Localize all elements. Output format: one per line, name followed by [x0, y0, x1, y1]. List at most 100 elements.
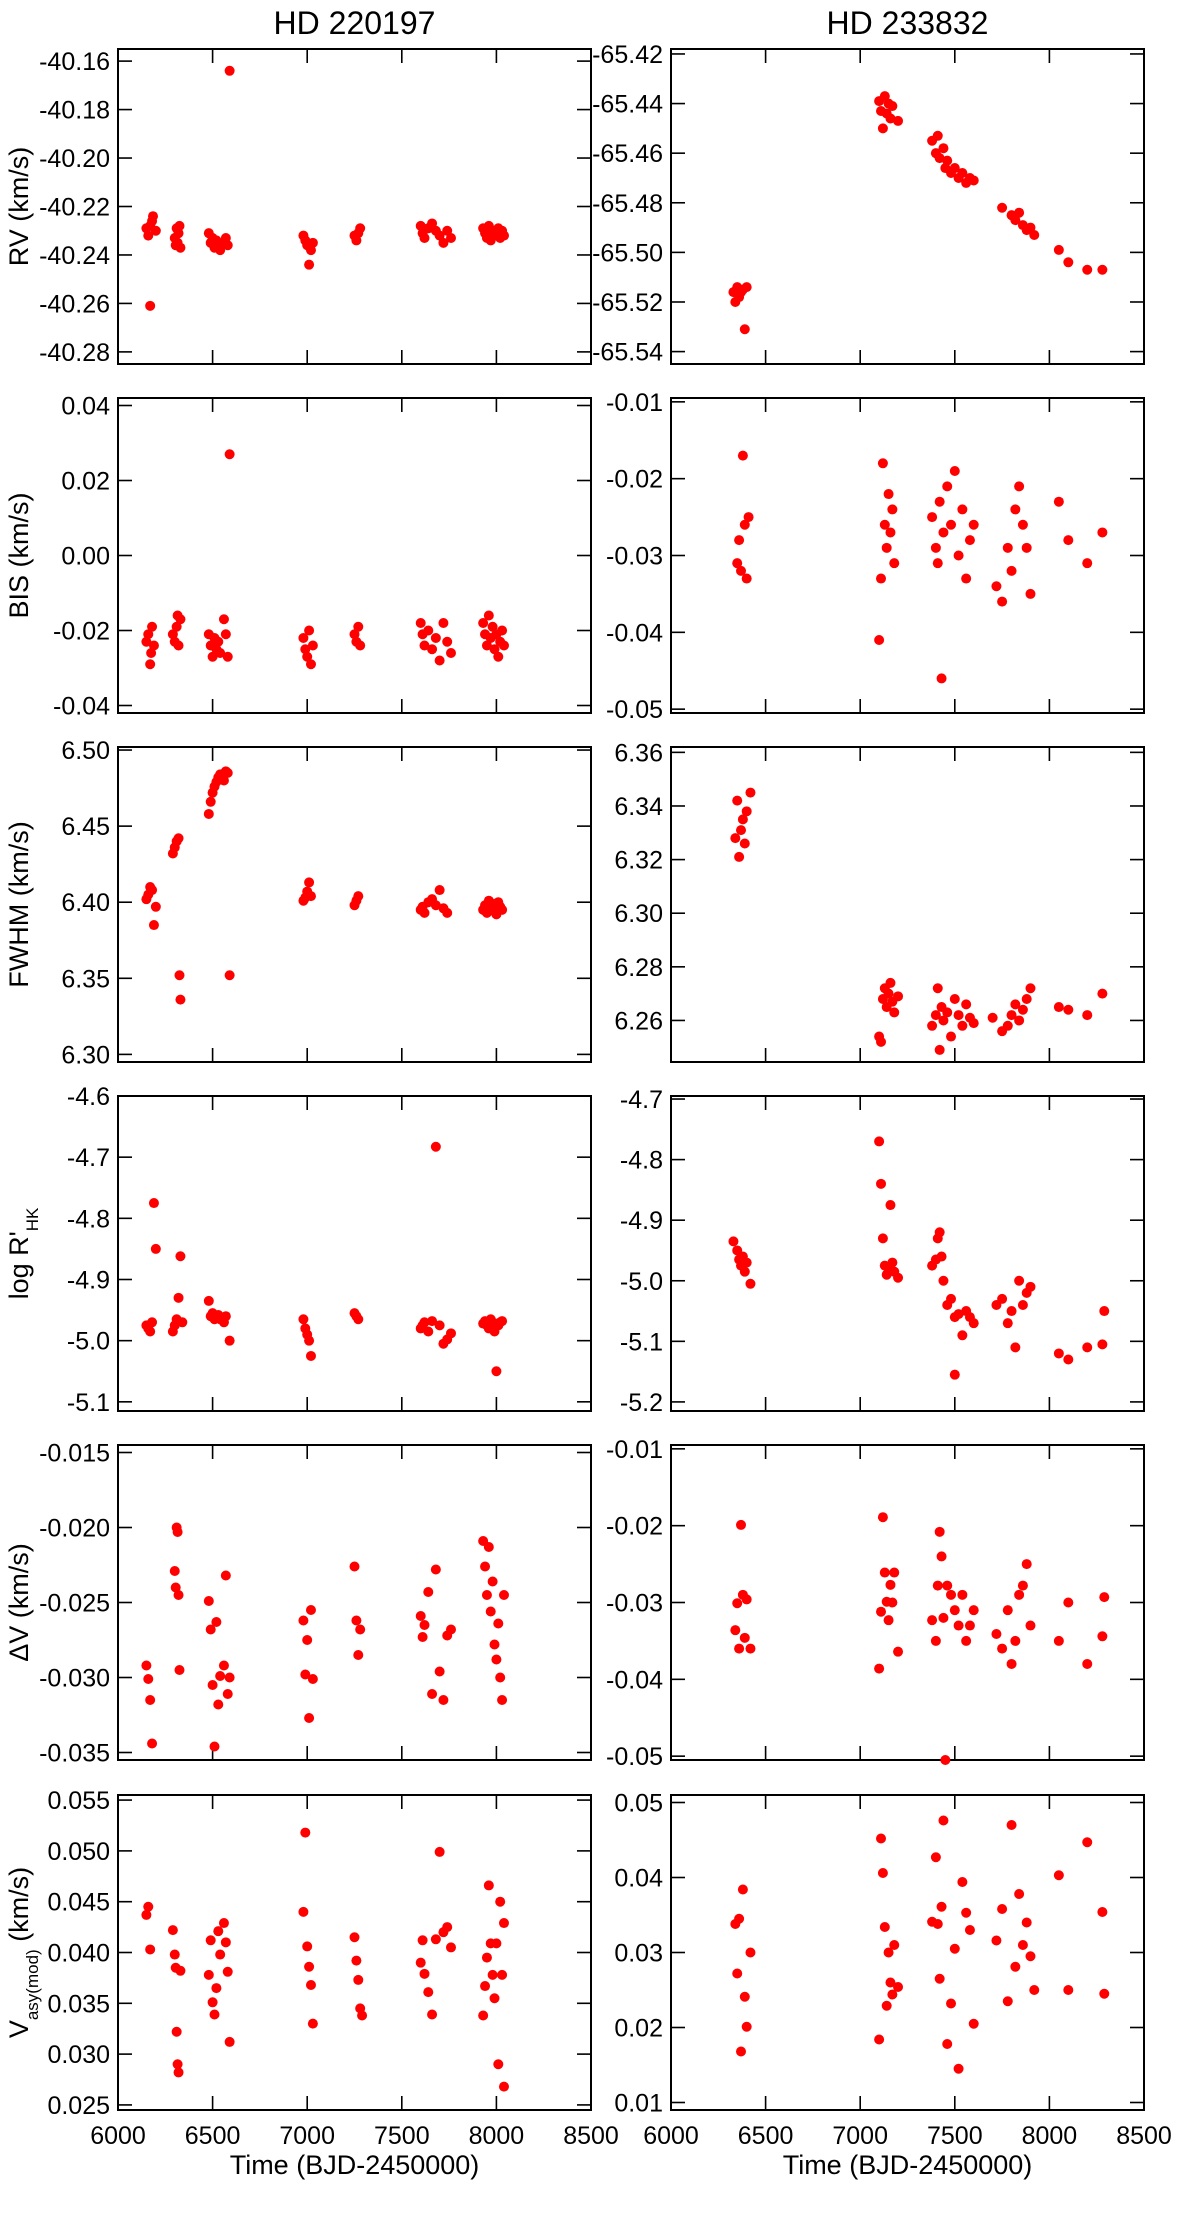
data-point	[171, 621, 182, 632]
data-point	[879, 519, 890, 530]
data-point	[942, 2039, 953, 2049]
data-point	[946, 519, 957, 530]
data-point	[927, 512, 938, 523]
data-point	[171, 2026, 182, 2037]
data-point	[883, 1615, 894, 1626]
data-point	[885, 1977, 896, 1988]
data-point	[489, 644, 500, 655]
data-point	[885, 113, 896, 124]
data-point	[497, 1695, 508, 1705]
data-point	[302, 1635, 313, 1645]
data-point	[430, 900, 441, 911]
data-point	[1063, 1597, 1074, 1608]
y-tick-label: -65.54	[592, 339, 663, 367]
data-point	[478, 618, 489, 628]
data-point	[949, 465, 960, 476]
data-point	[434, 655, 445, 666]
panel-0-0: -40.16 -40.18 -40.20 -40.22 -40.24 -40.26 -40.…	[4, 5, 592, 367]
data-point	[218, 1918, 229, 1929]
x-axis-label: Time (BJD-2450000)	[230, 2150, 480, 2180]
data-point	[1025, 1951, 1036, 1962]
data-point	[209, 2009, 220, 2020]
data-point	[298, 1314, 309, 1325]
data-point	[224, 449, 235, 460]
data-point	[427, 1689, 438, 1699]
x-tick-label: 7000	[279, 2122, 335, 2150]
data-point	[430, 633, 441, 643]
x-tick-label: 6000	[90, 2122, 146, 2150]
data-point	[415, 1957, 426, 1968]
y-tick-label: -0.020	[39, 1515, 110, 1543]
data-point	[997, 1904, 1008, 1914]
data-point	[893, 991, 904, 1002]
data-point	[934, 1973, 945, 1984]
data-point	[175, 1251, 186, 1262]
data-point	[300, 644, 311, 655]
data-point	[427, 1316, 438, 1327]
data-point	[438, 1695, 449, 1705]
data-point	[150, 901, 161, 912]
data-point	[949, 1943, 960, 1954]
y-tick-label: -0.01	[606, 1436, 663, 1464]
data-point	[1021, 994, 1032, 1004]
data-point	[961, 999, 972, 1010]
data-point	[215, 1671, 226, 1681]
data-point	[298, 1906, 309, 1917]
data-point	[434, 885, 445, 896]
data-point	[427, 644, 438, 655]
data-point	[957, 168, 968, 179]
y-tick-label: -65.44	[592, 91, 663, 119]
data-point	[964, 1620, 975, 1631]
y-tick-label: -65.48	[592, 190, 663, 218]
data-point	[169, 1949, 180, 1960]
data-point	[887, 1989, 898, 2000]
y-tick-label: 6.40	[61, 889, 110, 917]
data-point	[205, 1935, 216, 1946]
data-point	[741, 282, 752, 293]
data-point	[987, 1012, 998, 1023]
plot-frame	[117, 1095, 592, 1412]
y-tick-label: -0.02	[606, 466, 663, 494]
data-point	[209, 1741, 220, 1752]
data-point	[357, 2010, 368, 2021]
data-point	[1053, 244, 1064, 255]
data-point	[953, 2063, 964, 2074]
data-point	[307, 1674, 318, 1684]
data-point	[430, 1141, 441, 1152]
data-point	[498, 2081, 509, 2092]
data-point	[1025, 1620, 1036, 1631]
data-point	[445, 1624, 456, 1635]
plot-frame	[117, 397, 592, 714]
data-point	[885, 977, 896, 988]
panel-1-0: -65.42 -65.44 -65.46 -65.48 -65.50 -65.52 -65.…	[592, 5, 1145, 367]
data-point	[213, 1699, 224, 1710]
data-point	[732, 1598, 743, 1609]
y-tick-label: -0.05	[606, 696, 663, 724]
y-tick-label: 6.34	[614, 793, 663, 821]
data-point	[991, 1935, 1002, 1946]
plot-frame	[670, 48, 1145, 365]
data-point	[877, 1233, 888, 1244]
plot-frame	[670, 397, 1145, 714]
data-point	[442, 1922, 453, 1933]
data-point	[175, 614, 186, 625]
y-tick-label: -4.8	[67, 1205, 110, 1233]
data-point	[741, 1257, 752, 1268]
y-tick-label: 6.30	[61, 1041, 110, 1069]
data-point	[220, 1937, 231, 1948]
data-point	[732, 795, 743, 806]
data-point	[957, 1330, 968, 1341]
y-tick-label: 0.04	[61, 393, 110, 421]
data-point	[883, 1947, 894, 1958]
data-point	[968, 519, 979, 530]
data-point	[949, 994, 960, 1004]
data-point	[419, 907, 430, 918]
data-point	[876, 573, 887, 584]
data-point	[736, 2046, 747, 2057]
data-point	[1097, 527, 1108, 538]
data-point	[1053, 1635, 1064, 1646]
data-point	[1010, 1342, 1021, 1353]
data-point	[143, 1674, 154, 1684]
data-point	[940, 1755, 951, 1765]
data-point	[491, 1654, 502, 1665]
